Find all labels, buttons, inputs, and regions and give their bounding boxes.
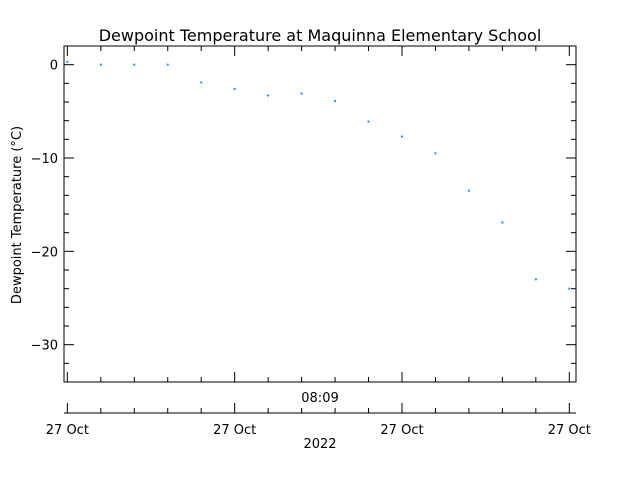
data-point xyxy=(367,120,370,123)
y-tick-label: −20 xyxy=(31,245,58,260)
y-axis-ticks: 0 −10 −20 −30 xyxy=(31,45,576,383)
x-tick-label: 27 Oct xyxy=(380,423,423,438)
data-point xyxy=(166,63,169,66)
x-tick-label: 27 Oct xyxy=(548,423,591,438)
data-point xyxy=(66,60,69,63)
y-tick-label: −30 xyxy=(31,339,58,354)
data-point xyxy=(300,92,303,95)
x-axis-ticks xyxy=(66,46,570,382)
y-tick-label: 0 xyxy=(50,59,58,74)
chart-title: Dewpoint Temperature at Maquinna Element… xyxy=(99,26,542,45)
data-point xyxy=(534,278,537,281)
data-point xyxy=(99,63,102,66)
data-point xyxy=(267,94,270,97)
x-time-label: 08:09 xyxy=(301,391,338,406)
data-points xyxy=(66,60,571,290)
y-axis-label: Dewpoint Temperature (°C) xyxy=(10,126,25,304)
x-year-label: 2022 xyxy=(303,437,336,452)
x-tick-label: 27 Oct xyxy=(46,423,89,438)
x-tick-label: 27 Oct xyxy=(213,423,256,438)
data-point xyxy=(334,100,337,103)
time-axis-ticks: 27 Oct 27 Oct 27 Oct 27 Oct xyxy=(46,403,591,438)
data-point xyxy=(467,189,470,192)
data-point xyxy=(133,63,136,66)
data-point xyxy=(233,87,236,90)
y-tick-label: −10 xyxy=(31,152,58,167)
data-point xyxy=(568,287,571,290)
data-point xyxy=(400,135,403,138)
data-point xyxy=(200,81,203,84)
data-point xyxy=(501,221,504,224)
data-point xyxy=(434,152,437,155)
